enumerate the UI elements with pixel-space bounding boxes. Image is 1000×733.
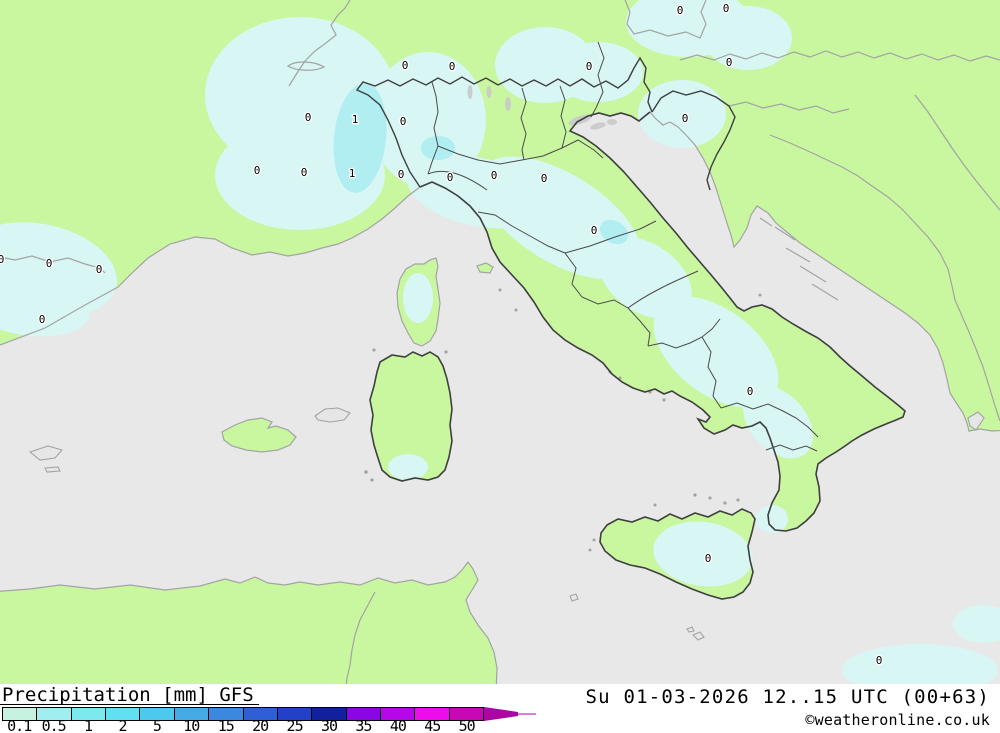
legend-cell [449,708,484,720]
legend-tick: 50 [458,717,476,733]
legend-cell [140,708,175,720]
legend-cell [37,708,72,720]
grid-point-value: 1 [349,167,356,180]
legend-cell [312,708,347,720]
coastlines-gray [0,0,1000,684]
grid-point-value: 0 [682,112,689,125]
grid-point-value: 1 [352,113,359,126]
grid-point-values: 0 0 0 0 0 0 0 1 0 0 0 0 1 0 0 0 0 0 0 0 0 0 0 0 0 [0,1,884,669]
legend-cell [346,708,381,720]
grid-point-value: 0 [541,172,548,185]
grid-point-value: 0 [705,552,712,565]
grid-point-value: 0 [447,171,454,184]
legend-tick: 15 [217,717,235,733]
grid-point-value: 0 [400,115,407,128]
legend-title: Precipitation [mm] GFS [2,684,254,706]
grid-point-value: 0 [591,224,598,237]
legend-cell [174,708,210,720]
grid-point-value: 0 [39,313,46,326]
legend-tick: 10 [183,717,200,733]
alpine-borders-dark [355,56,736,191]
legend-tick: 30 [320,717,338,733]
country-borders-gray [0,0,1000,684]
legend-cell [243,708,278,720]
precipitation-map: 0 0 0 0 0 0 0 1 0 0 0 0 1 0 0 0 0 0 0 0 0 0 0 0 0 [0,0,1000,684]
legend-tick: 40 [389,717,407,733]
legend-tick: 5 [152,717,162,733]
legend-tick: 20 [252,717,269,733]
legend-tick: 1 [84,717,93,733]
grid-point-value: 0 [46,257,53,270]
grid-point-value: 0 [491,169,498,182]
grid-point-value: 0 [747,385,754,398]
grid-point-value: 0 [449,60,456,73]
grid-point-value: 0 [726,56,733,69]
italy-coast-dark [369,111,906,600]
legend-tick: 0.5 [41,717,67,733]
islets [28,407,985,641]
grid-point-value: 0 [96,263,103,276]
legend-tick: 35 [355,717,372,733]
grid-point-value: 0 [586,60,593,73]
legend-tick: 0.1 [7,717,32,733]
legend-cell [209,708,244,720]
legend-cell [277,708,313,720]
grid-point-value: 0 [254,164,261,177]
legend-cell [106,708,141,720]
legend-tick: 25 [286,717,304,733]
grid-point-value: 0 [402,59,409,72]
grid-point-value: 0 [0,253,4,266]
legend-cell [415,708,450,720]
legend-cell [71,708,107,720]
legend-tick-labels: 0.1 0.5 1 2 5 10 15 20 25 30 35 40 45 50 [2,719,484,733]
legend-tick: 2 [118,717,127,733]
colorbar-overflow-arrow [484,707,536,721]
legend-area: Precipitation [mm] GFS 0.1 0.5 1 2 5 10 15 20 25… [0,684,1000,733]
grid-point-value: 0 [301,166,308,179]
legend-cell [3,708,38,720]
grid-point-value: 0 [398,168,405,181]
island-dots [364,288,762,552]
legend-tick: 45 [424,717,441,733]
valid-time-label: Su 01-03-2026 12..15 UTC (00+63) [585,686,990,708]
grid-point-value: 0 [876,654,883,667]
grid-point-value: 0 [677,4,684,17]
precip-medium-layer [333,83,629,245]
region-borders [427,41,819,452]
grid-point-value: 0 [305,111,312,124]
legend-underline [0,704,259,705]
legend-cell [380,708,416,720]
legend-colorbar [2,707,484,721]
copyright-label: ©weatheronline.co.uk [805,711,990,729]
grid-point-value: 0 [723,2,730,15]
map-canvas: 0 0 0 0 0 0 0 1 0 0 0 0 1 0 0 0 0 0 0 0 0 0 0 0 0 [0,0,1000,684]
